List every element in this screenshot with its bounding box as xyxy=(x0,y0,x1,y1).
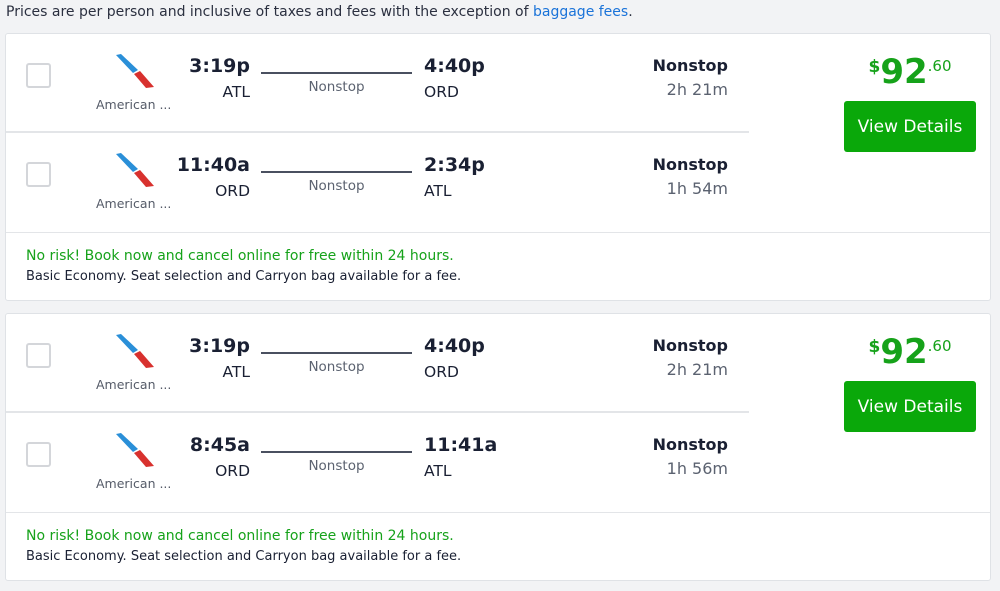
flight-result-card: American ... 3:19p ATL Nonstop 4:40p ORD… xyxy=(5,313,991,581)
flight-leg: American ... 3:19p ATL Nonstop 4:40p ORD… xyxy=(6,34,749,133)
airline-name: American ... xyxy=(96,196,172,211)
route-line xyxy=(261,451,412,453)
airline-name: American ... xyxy=(96,377,172,392)
arrival-airport: ORD xyxy=(424,83,459,101)
currency-symbol: $ xyxy=(868,57,881,77)
select-checkbox[interactable] xyxy=(26,162,51,187)
route-stops-label: Nonstop xyxy=(308,79,365,95)
departure-time: 3:19p xyxy=(189,55,250,77)
stops: Nonstop xyxy=(652,435,728,454)
flight-leg: American ... 8:45a ORD Nonstop 11:41a AT… xyxy=(6,413,749,512)
arrival-time: 11:41a xyxy=(424,434,498,456)
departure-airport: ATL xyxy=(222,83,250,101)
fare-note: Basic Economy. Seat selection and Carryo… xyxy=(26,549,462,564)
arrival-time: 2:34p xyxy=(424,154,485,176)
stops: Nonstop xyxy=(652,155,728,174)
fare-info: No risk! Book now and cancel online for … xyxy=(6,512,990,582)
fare-info: No risk! Book now and cancel online for … xyxy=(6,232,990,302)
route-line xyxy=(261,72,412,74)
route-stops-label: Nonstop xyxy=(308,359,365,375)
arrival-airport: ATL xyxy=(424,182,452,200)
arrival-time: 4:40p xyxy=(424,55,485,77)
price-dollars: 92 xyxy=(880,52,928,92)
route-line xyxy=(261,171,412,173)
departure-time: 8:45a xyxy=(189,434,250,456)
american-airlines-logo-icon xyxy=(116,433,154,467)
departure-airport: ORD xyxy=(215,462,250,480)
arrival-time: 4:40p xyxy=(424,335,485,357)
free-cancel-note: No risk! Book now and cancel online for … xyxy=(26,528,454,544)
departure-time: 3:19p xyxy=(189,335,250,357)
american-airlines-logo-icon xyxy=(116,153,154,187)
view-details-button[interactable]: View Details xyxy=(844,101,976,152)
price: $92.60 xyxy=(844,332,976,372)
departure-airport: ATL xyxy=(222,363,250,381)
price-notice: Prices are per person and inclusive of t… xyxy=(6,4,633,20)
route-stops-label: Nonstop xyxy=(308,458,365,474)
duration: 1h 56m xyxy=(666,459,728,478)
select-checkbox[interactable] xyxy=(26,343,51,368)
arrival-airport: ORD xyxy=(424,363,459,381)
free-cancel-note: No risk! Book now and cancel online for … xyxy=(26,248,454,264)
price-cents: .60 xyxy=(927,57,952,75)
arrival-airport: ATL xyxy=(424,462,452,480)
duration: 2h 21m xyxy=(666,360,728,379)
departure-airport: ORD xyxy=(215,182,250,200)
fare-note: Basic Economy. Seat selection and Carryo… xyxy=(26,269,462,284)
american-airlines-logo-icon xyxy=(116,334,154,368)
stops: Nonstop xyxy=(652,56,728,75)
baggage-fees-link[interactable]: baggage fees xyxy=(532,4,629,20)
airline-name: American ... xyxy=(96,97,172,112)
view-details-button[interactable]: View Details xyxy=(844,381,976,432)
duration: 1h 54m xyxy=(666,179,728,198)
price: $92.60 xyxy=(844,52,976,92)
route-line xyxy=(261,352,412,354)
select-checkbox[interactable] xyxy=(26,63,51,88)
flight-leg: American ... 11:40a ORD Nonstop 2:34p AT… xyxy=(6,133,749,232)
price-cents: .60 xyxy=(927,337,952,355)
route-stops-label: Nonstop xyxy=(308,178,365,194)
flight-leg: American ... 3:19p ATL Nonstop 4:40p ORD… xyxy=(6,314,749,413)
duration: 2h 21m xyxy=(666,80,728,99)
airline-name: American ... xyxy=(96,476,172,491)
american-airlines-logo-icon xyxy=(116,54,154,88)
select-checkbox[interactable] xyxy=(26,442,51,467)
flight-result-card: American ... 3:19p ATL Nonstop 4:40p ORD… xyxy=(5,33,991,301)
price-dollars: 92 xyxy=(880,332,928,372)
departure-time: 11:40a xyxy=(176,154,250,176)
currency-symbol: $ xyxy=(868,337,881,357)
stops: Nonstop xyxy=(652,336,728,355)
